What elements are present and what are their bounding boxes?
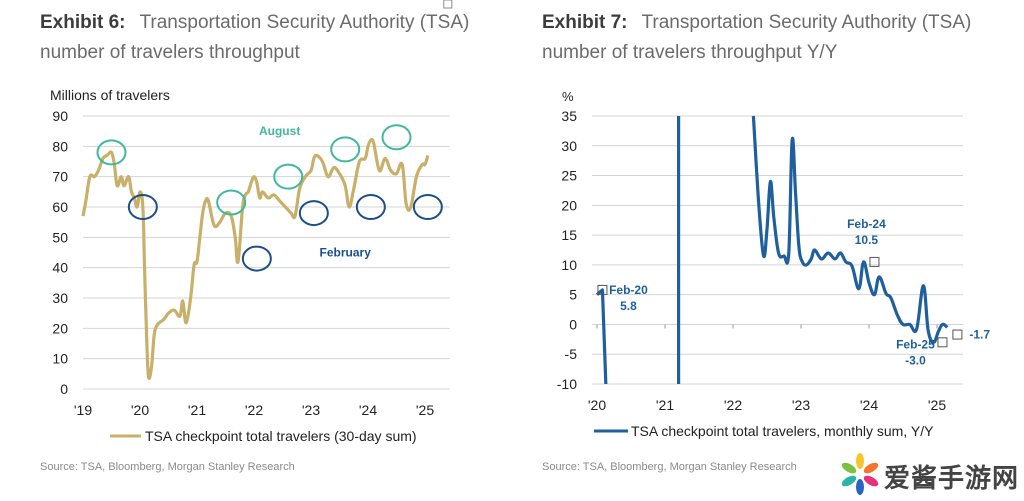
exhibit7-title: Exhibit 7: Transportation Security Author… <box>542 8 1012 68</box>
legend-label: TSA checkpoint total travelers (30-day s… <box>145 428 417 444</box>
x-tick-label: '25 <box>416 402 434 418</box>
y-tick-label: -5 <box>565 346 578 362</box>
exhibit7-source: Source: TSA, Bloomberg, Morgan Stanley R… <box>542 461 797 473</box>
y-tick-label: 60 <box>52 199 68 215</box>
end-value-label: 80.0 <box>460 0 484 3</box>
point-marker <box>952 329 963 340</box>
x-tick-label: '23 <box>302 402 320 418</box>
series-line <box>81 137 430 380</box>
exhibit7-title-line1: Transportation Security Authority (TSA) <box>641 12 972 33</box>
x-tick-label: '19 <box>74 402 92 418</box>
y-tick-label: 40 <box>52 260 68 276</box>
x-tick-label: '23 <box>792 397 810 413</box>
y-tick-label: -10 <box>557 376 577 392</box>
y-axis-label: % <box>562 89 574 104</box>
february-highlight-circle <box>241 245 272 272</box>
y-tick-label: 0 <box>569 316 577 332</box>
august-highlight-circle <box>216 189 247 216</box>
watermark-text: 爱酱手游网 <box>884 464 1020 494</box>
february-highlight-circle <box>298 200 329 227</box>
august-highlight-circle <box>381 124 412 151</box>
exhibit6-title: Exhibit 6: Transportation Security Author… <box>40 8 510 68</box>
point-marker <box>597 284 608 295</box>
y-tick-label: 10 <box>561 257 577 273</box>
point-label-value: -3.0 <box>905 353 926 367</box>
x-tick-label: '20 <box>588 397 606 413</box>
y-tick-label: 30 <box>561 138 577 154</box>
y-tick-label: 15 <box>561 227 577 243</box>
y-tick-label: 90 <box>52 108 68 124</box>
y-tick-label: 50 <box>52 229 68 245</box>
exhibit6-title-line1: Transportation Security Authority (TSA) <box>139 12 470 33</box>
watermark-logo: 爱酱手游网 <box>838 452 1024 496</box>
tsa-travelers-chart: Millions of travelers 0 10 20 30 40 50 60 70 80 9… <box>50 0 484 444</box>
y-tick-label: 0 <box>60 381 68 397</box>
exhibit6-label: Exhibit 6: <box>40 12 126 33</box>
point-marker <box>869 256 880 267</box>
y-tick-label: 80 <box>52 138 68 154</box>
y-tick-label: 10 <box>52 351 68 367</box>
exhibit6-title-line2: number of travelers throughput <box>40 42 300 63</box>
x-tick-label: '25 <box>928 397 946 413</box>
point-label-name: Feb-20 <box>609 283 648 297</box>
y-tick-label: 30 <box>52 290 68 306</box>
annotation-february: February <box>320 246 372 260</box>
end-point-marker <box>443 0 453 9</box>
tsa-yoy-chart: % -10 -5 0 5 10 15 20 25 30 35 '20 '21 '22 '23 '24 '25… <box>557 89 991 439</box>
y-tick-label: 20 <box>52 320 68 336</box>
series-line-segment <box>595 288 608 385</box>
august-highlight-circle <box>96 139 127 166</box>
legend-label: TSA checkpoint total travelers, monthly … <box>631 423 934 439</box>
end-value-label: -1.7 <box>969 328 990 342</box>
exhibit7-label: Exhibit 7: <box>542 12 628 33</box>
february-highlight-circle <box>127 194 158 220</box>
x-tick-label: '24 <box>860 397 878 413</box>
x-tick-label: '22 <box>245 402 263 418</box>
august-highlight-circle <box>273 163 304 190</box>
x-tick-label: '20 <box>131 402 149 418</box>
point-label-value: 5.8 <box>620 299 637 313</box>
point-label-value: 10.5 <box>855 233 879 247</box>
x-tick-label: '22 <box>724 397 742 413</box>
y-tick-label: 35 <box>561 108 577 124</box>
february-highlight-circle <box>412 194 443 220</box>
series-line-segment <box>751 115 949 344</box>
y-tick-label: 25 <box>561 168 577 184</box>
exhibit6-source: Source: TSA, Bloomberg, Morgan Stanley R… <box>40 461 295 473</box>
point-label-name: Feb-25 <box>896 337 935 351</box>
point-label-name: Feb-24 <box>847 217 886 231</box>
x-tick-label: '21 <box>188 402 206 418</box>
annotation-august: August <box>259 124 300 138</box>
x-tick-label: '21 <box>656 397 674 413</box>
y-tick-label: 20 <box>561 197 577 213</box>
y-axis-label: Millions of travelers <box>50 87 170 103</box>
flower-logo-icon <box>841 453 879 495</box>
exhibit7-title-line2: number of travelers throughput Y/Y <box>542 42 838 63</box>
y-tick-label: 5 <box>569 287 577 303</box>
y-tick-label: 70 <box>52 169 68 185</box>
february-highlight-circle <box>355 194 386 220</box>
x-tick-label: '24 <box>359 402 377 418</box>
point-marker <box>937 337 948 348</box>
august-highlight-circle <box>330 136 361 163</box>
